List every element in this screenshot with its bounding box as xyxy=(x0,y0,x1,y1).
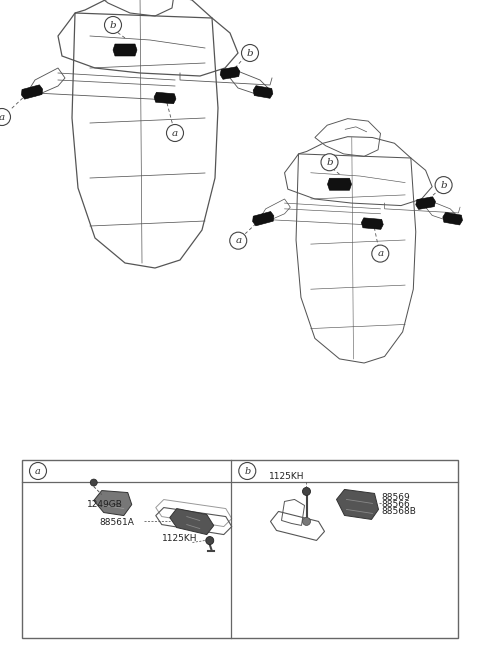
Circle shape xyxy=(239,463,256,480)
Circle shape xyxy=(241,45,259,61)
Polygon shape xyxy=(327,178,351,190)
Circle shape xyxy=(230,232,247,249)
Text: 88569: 88569 xyxy=(382,493,410,502)
Text: a: a xyxy=(172,128,178,138)
Circle shape xyxy=(435,176,452,193)
Text: a: a xyxy=(0,113,5,122)
Text: 1249GB: 1249GB xyxy=(87,500,122,509)
Text: 88561A: 88561A xyxy=(100,518,134,527)
Polygon shape xyxy=(154,92,176,104)
Polygon shape xyxy=(416,197,435,209)
Circle shape xyxy=(167,124,183,141)
Circle shape xyxy=(29,463,47,480)
Polygon shape xyxy=(252,211,274,226)
Text: a: a xyxy=(377,249,384,258)
Circle shape xyxy=(105,16,121,34)
Text: b: b xyxy=(326,158,333,166)
Text: 88566: 88566 xyxy=(382,500,410,509)
Text: b: b xyxy=(244,467,251,476)
Polygon shape xyxy=(22,85,43,99)
Circle shape xyxy=(0,109,11,126)
Circle shape xyxy=(90,479,97,486)
Polygon shape xyxy=(94,491,132,516)
Text: 1125KH: 1125KH xyxy=(162,534,197,543)
Polygon shape xyxy=(336,490,379,519)
Text: b: b xyxy=(247,49,253,57)
Polygon shape xyxy=(361,218,383,230)
Circle shape xyxy=(372,245,389,262)
FancyBboxPatch shape xyxy=(22,460,458,638)
Polygon shape xyxy=(113,44,137,56)
Circle shape xyxy=(302,488,311,495)
Polygon shape xyxy=(170,509,214,534)
Circle shape xyxy=(321,154,338,170)
Polygon shape xyxy=(220,66,240,80)
Text: b: b xyxy=(110,20,116,30)
Polygon shape xyxy=(253,86,273,98)
Text: a: a xyxy=(235,236,241,245)
Text: b: b xyxy=(440,180,447,190)
Polygon shape xyxy=(443,213,463,225)
Circle shape xyxy=(206,536,214,545)
Text: 88568B: 88568B xyxy=(382,507,416,516)
Text: a: a xyxy=(35,467,41,476)
Text: 1125KH: 1125KH xyxy=(268,472,304,482)
Circle shape xyxy=(302,517,311,526)
